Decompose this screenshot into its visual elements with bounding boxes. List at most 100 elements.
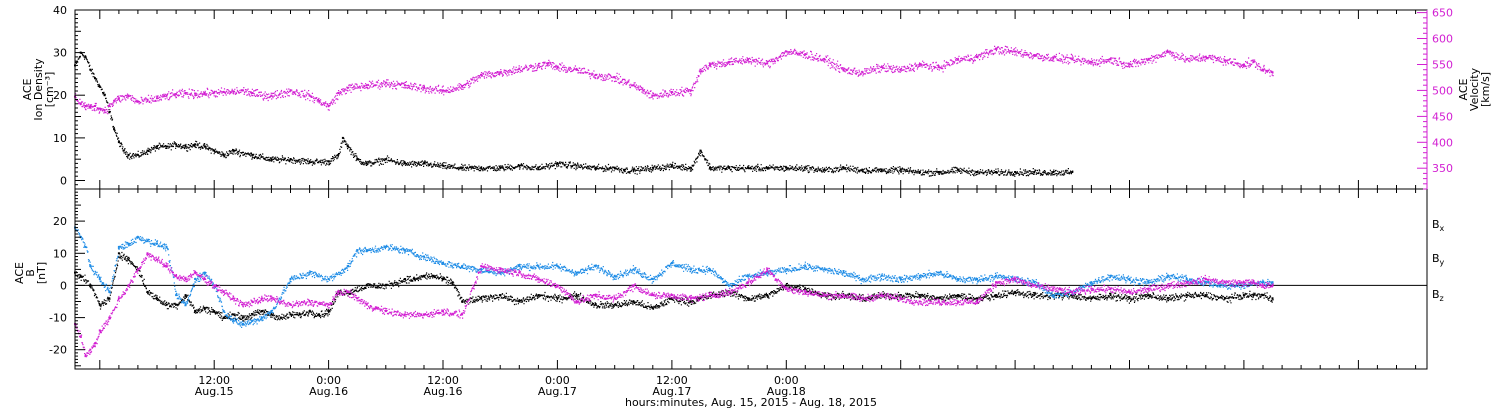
by-point-30 <box>403 249 406 252</box>
x-tick-label-date-2: Aug.16 <box>424 385 463 398</box>
velocity-point-7 <box>108 105 111 107</box>
velocity-point-79 <box>1223 59 1226 62</box>
ion-density-point-44 <box>594 166 597 169</box>
bz-point-35 <box>442 310 444 313</box>
x-tick-label-date-3: Aug.17 <box>538 385 577 398</box>
bz-point-2 <box>84 355 87 358</box>
velocity-point-48 <box>651 94 654 97</box>
bz-point-20 <box>241 303 244 306</box>
bz-point-7 <box>117 297 120 300</box>
velocity-point-19 <box>213 91 216 94</box>
top-left-tick-label: 40 <box>53 4 67 17</box>
ion-density-point-45 <box>613 166 616 169</box>
bx-point-72 <box>1109 294 1112 297</box>
ion-density-point-21 <box>222 153 225 156</box>
velocity-point-21 <box>232 90 235 93</box>
top-right-ylabel-line-0: ACE <box>1457 78 1470 100</box>
bz-point-73 <box>1166 284 1169 287</box>
ion-density-point-18 <box>194 143 197 146</box>
by-point-49 <box>766 271 769 274</box>
by-point-14 <box>194 278 197 280</box>
velocity-point-17 <box>194 92 197 95</box>
bottom-left-ylabel-line-0: ACE <box>13 262 26 284</box>
bx-point-3 <box>98 303 101 306</box>
top-left-ylabel-line-2: [cm⁻³] <box>43 72 56 108</box>
by-point-5 <box>108 290 111 293</box>
velocity-point-1 <box>79 102 82 105</box>
x-tick-label-date-4: Aug.17 <box>652 385 691 398</box>
by-point-56 <box>899 278 902 280</box>
velocity-point-30 <box>346 86 349 89</box>
by-point-26 <box>346 265 349 268</box>
bz-point-33 <box>403 313 406 316</box>
bx-point-2 <box>89 284 92 287</box>
ion-density-point-22 <box>232 149 235 152</box>
ion-density-point-8 <box>113 128 116 131</box>
bx-point-18 <box>241 316 244 319</box>
by-point-41 <box>613 274 616 277</box>
by-point-60 <box>976 278 978 280</box>
top-right-tick-label: 500 <box>1432 84 1453 97</box>
velocity-point-70 <box>1052 56 1055 59</box>
x-tick-label-time-0: 12:00 <box>198 374 230 387</box>
bz-point-77 <box>1242 281 1245 284</box>
ion-density-point-50 <box>689 166 692 169</box>
by-point-53 <box>842 271 845 274</box>
x-tick-label-date-0: Aug.15 <box>195 385 234 398</box>
ion-density-point-32 <box>365 162 368 165</box>
by-point-70 <box>1166 274 1169 277</box>
ion-density-point-47 <box>632 168 635 171</box>
velocity-series <box>74 45 1274 115</box>
x-axis-label: hours:minutes, Aug. 15, 2015 - Aug. 18, … <box>625 396 877 409</box>
top-right-tick-label: 450 <box>1432 110 1453 123</box>
bz-point-18 <box>222 290 225 293</box>
velocity-point-42 <box>556 66 559 69</box>
bx-point-67 <box>1014 290 1017 293</box>
bz-point-48 <box>689 297 692 300</box>
top-left-tick-label: 30 <box>53 47 67 60</box>
bottom-left-tick-label: -10 <box>49 312 67 325</box>
ion-density-series <box>74 51 1074 177</box>
by-point-66 <box>1090 281 1093 284</box>
bz-point-61 <box>937 300 940 303</box>
x-tick-label-date-1: Aug.16 <box>309 385 348 398</box>
x-tick-label-time-1: 0:00 <box>316 374 341 387</box>
velocity-point-65 <box>956 58 959 61</box>
bz-series <box>74 252 1274 358</box>
by-point-12 <box>175 294 178 297</box>
velocity-point-64 <box>937 66 940 69</box>
ion-density-point-48 <box>651 166 654 169</box>
by-point-57 <box>918 274 921 277</box>
ion-density-point-51 <box>699 149 702 152</box>
bz-point-40 <box>537 278 540 280</box>
top-right-ylabel-line-2: [km/s] <box>1479 72 1492 107</box>
bottom-left-tick-label: -20 <box>49 344 67 357</box>
bz-point-9 <box>136 268 139 271</box>
top-right-tick-label: 550 <box>1432 59 1453 72</box>
bottom-left-tick-label: 10 <box>53 247 67 260</box>
top-left-ylabel-line-0: ACE <box>21 78 34 100</box>
bz-point-62 <box>956 300 959 303</box>
ion-density-point-34 <box>403 162 406 165</box>
bz-point-22 <box>260 297 263 300</box>
ion-density-point-13 <box>146 149 149 152</box>
velocity-point-18 <box>203 92 206 94</box>
velocity-point-2 <box>84 105 87 107</box>
velocity-point-54 <box>747 58 750 61</box>
bz-point-72 <box>1147 287 1150 290</box>
bz-point-63 <box>976 300 978 303</box>
ion-density-point-17 <box>184 145 187 148</box>
ion-density-point-5 <box>98 85 101 88</box>
bx-point-12 <box>184 294 187 297</box>
top-right-tick-label: 650 <box>1432 7 1453 20</box>
bx-point-33 <box>413 278 416 280</box>
legend-bx-subscript: x <box>1440 224 1445 233</box>
bz-point-3 <box>89 348 92 351</box>
ion-density-point-49 <box>670 164 673 167</box>
ion-density-point-35 <box>423 162 425 165</box>
bz-point-80 <box>1271 284 1274 287</box>
velocity-point-83 <box>1271 71 1274 74</box>
